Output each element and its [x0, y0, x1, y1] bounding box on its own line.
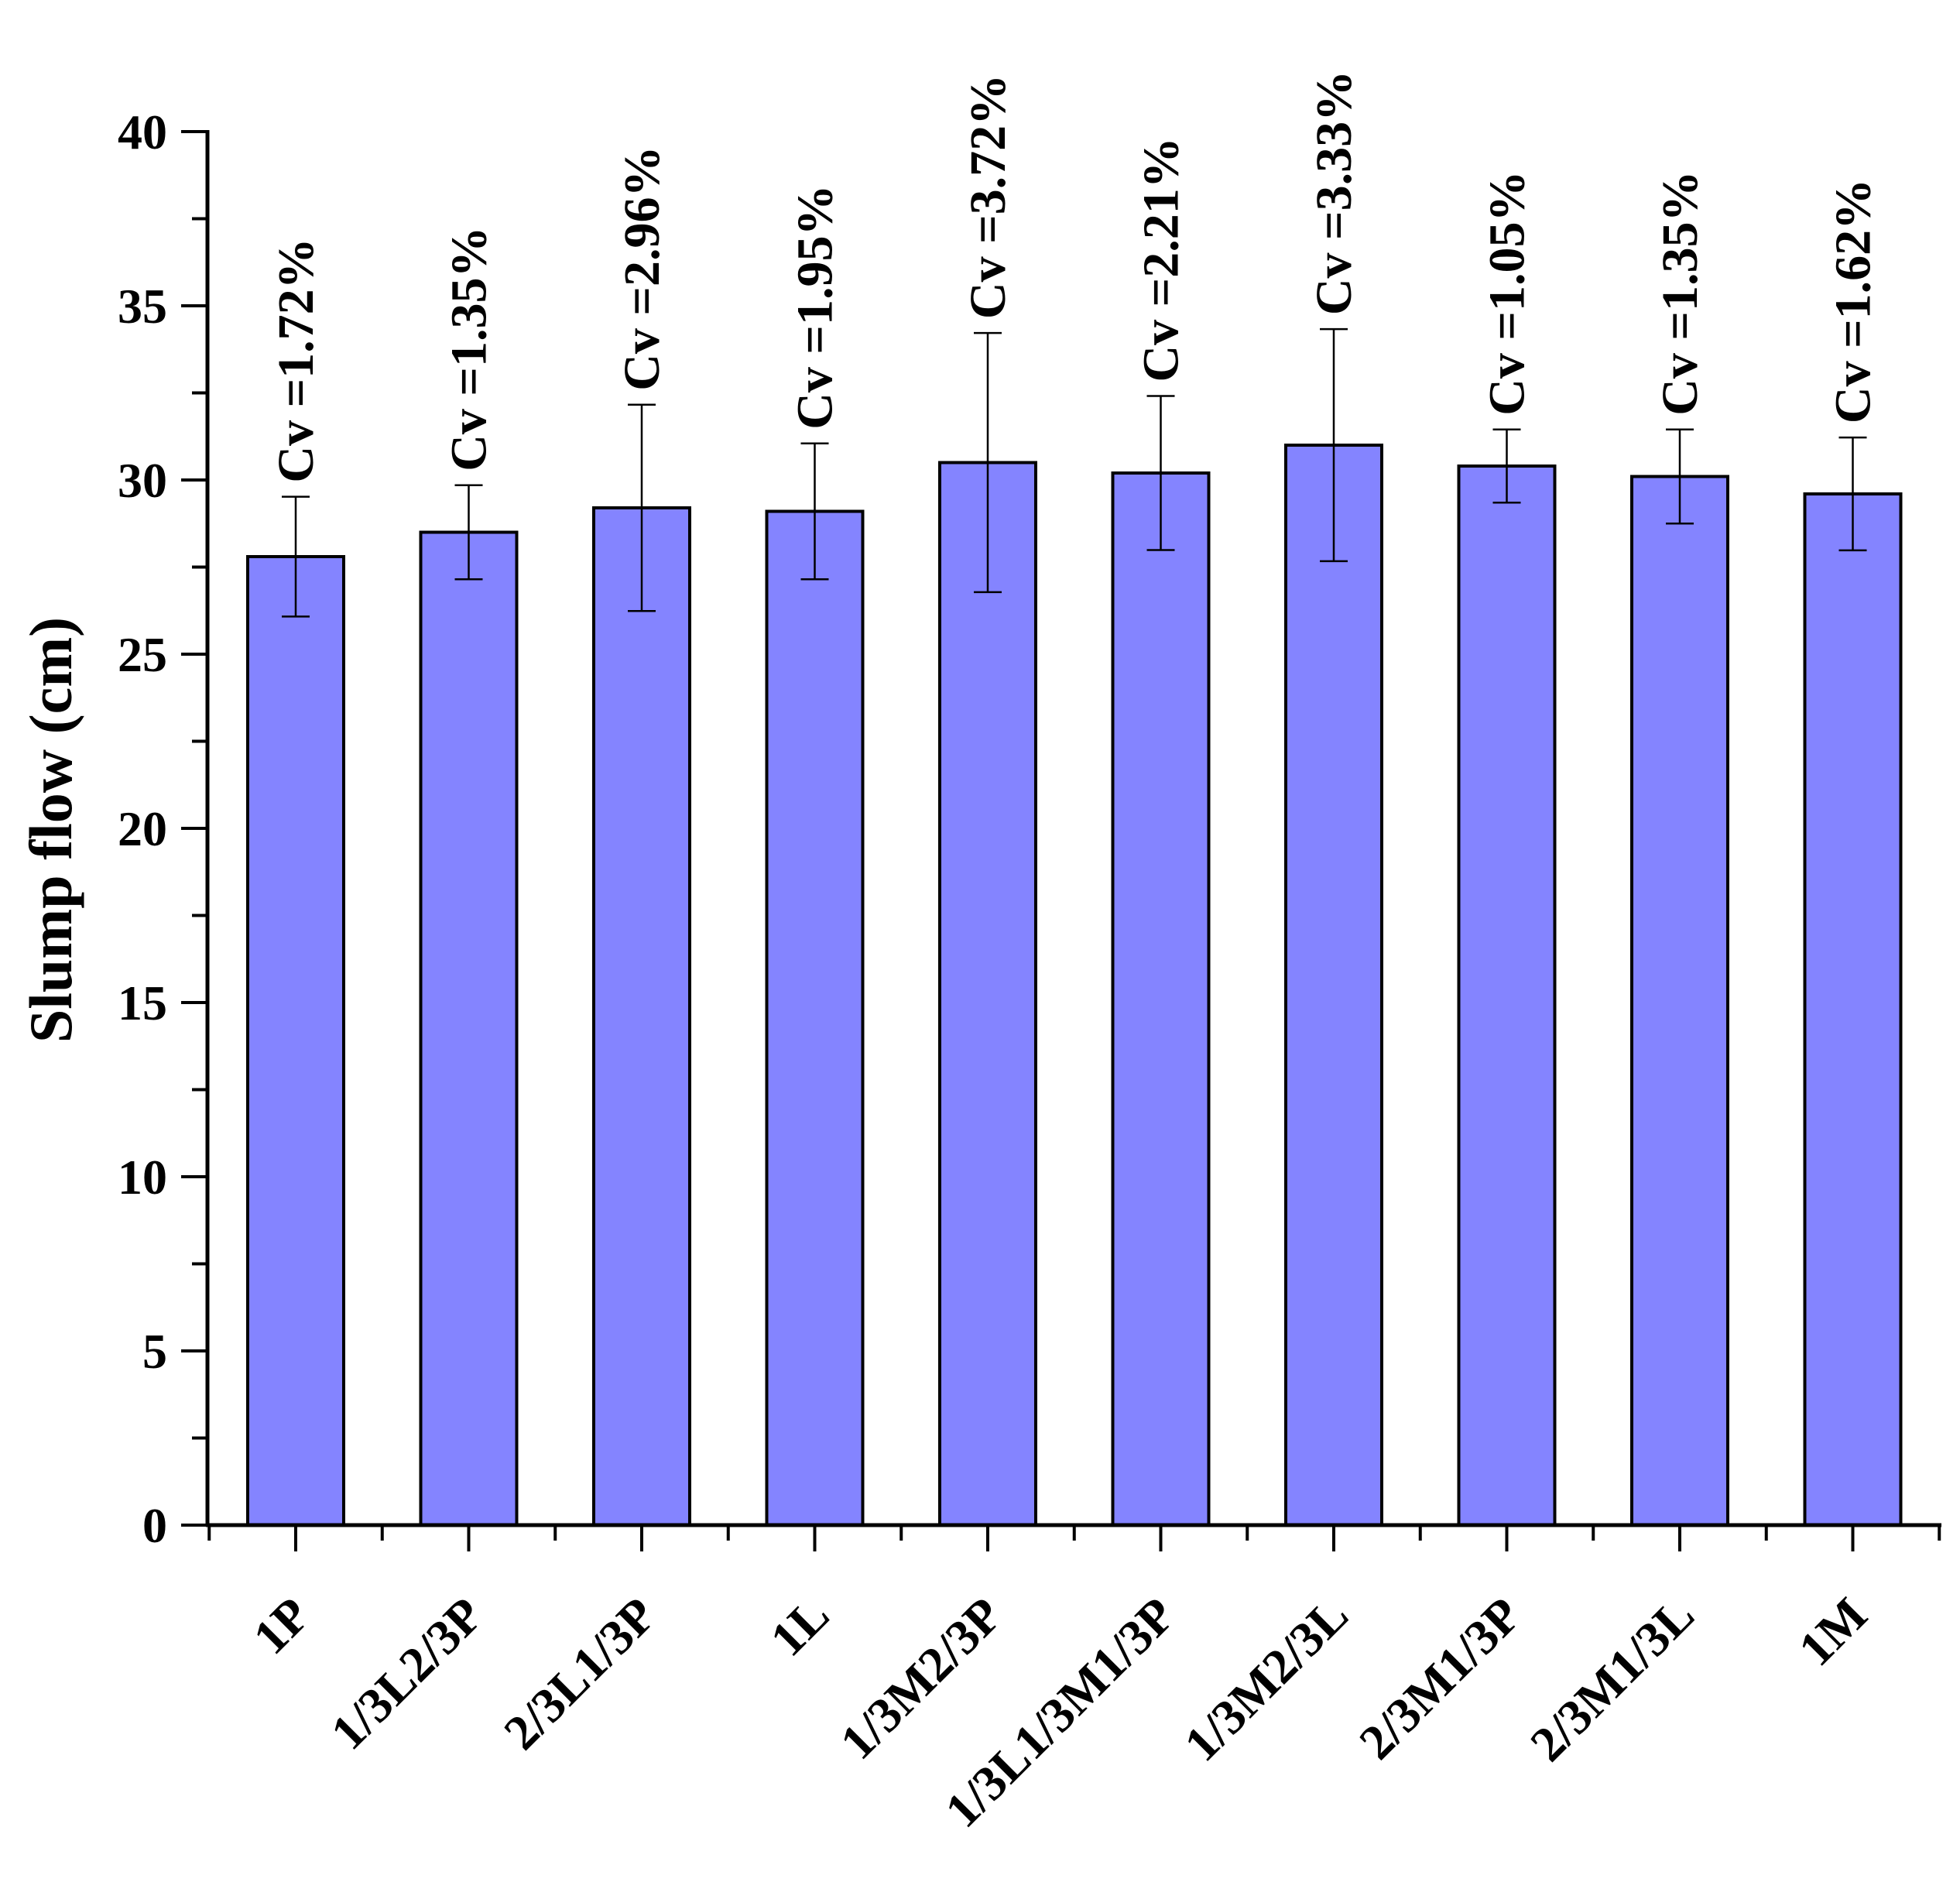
y-tick-label: 20 — [118, 801, 167, 856]
y-tick-label: 0 — [142, 1498, 167, 1553]
y-tick-label: 25 — [118, 627, 167, 682]
x-category-label: 1/3L2/3P — [320, 1587, 494, 1760]
bar — [1803, 492, 1903, 1527]
error-bars-group — [282, 327, 1867, 618]
y-axis-title: Slump flow (cm) — [17, 617, 84, 1043]
y-tick-label: 15 — [118, 975, 167, 1030]
cv-annotation: Cv =1.72% — [268, 238, 324, 482]
bar — [1630, 475, 1729, 1527]
x-category-label: 1L — [759, 1587, 839, 1667]
x-category-label: 2/3M1/3L — [1520, 1587, 1705, 1772]
axes-group — [181, 130, 1941, 1551]
bar — [592, 506, 691, 1527]
cv-annotation: Cv =2.21% — [1133, 137, 1190, 382]
cv-annotation: Cv =3.33% — [1306, 70, 1362, 315]
bar — [419, 530, 519, 1527]
y-tick-label: 35 — [118, 279, 167, 334]
x-category-label: 1/3M2/3L — [1174, 1587, 1359, 1772]
cv-annotation: Cv =1.05% — [1479, 170, 1536, 415]
x-category-label: 2/3L1/3P — [493, 1587, 666, 1760]
cv-annotation: Cv =1.62% — [1825, 179, 1882, 423]
bars-group — [246, 444, 1903, 1527]
cv-annotation: Cv =1.35% — [1652, 170, 1708, 415]
bar — [1284, 444, 1383, 1527]
y-tick-label: 30 — [118, 453, 167, 508]
x-category-label: 2/3M1/3P — [1348, 1587, 1531, 1770]
x-category-label: 1P — [242, 1587, 320, 1664]
bar — [765, 509, 865, 1527]
bar — [1457, 465, 1557, 1527]
cv-annotation: Cv =1.35% — [441, 226, 498, 471]
bar — [246, 555, 345, 1527]
cv-annotation: Cv =2.96% — [614, 146, 670, 391]
x-category-label: 1M — [1788, 1587, 1878, 1677]
x-category-label: 1/3M2/3P — [830, 1587, 1013, 1770]
y-tick-label: 40 — [118, 105, 167, 159]
bar — [938, 461, 1037, 1527]
y-tick-label: 5 — [142, 1324, 167, 1379]
cv-annotation: Cv =1.95% — [787, 184, 844, 429]
bar — [1111, 471, 1211, 1527]
cv-annotation: Cv =3.72% — [960, 74, 1016, 319]
y-tick-label: 10 — [118, 1150, 167, 1205]
